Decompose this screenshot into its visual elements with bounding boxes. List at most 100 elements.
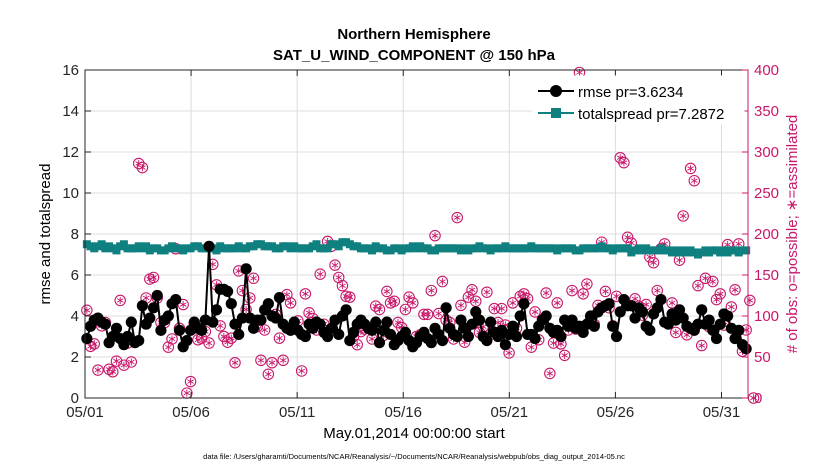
obs-count-point — [255, 354, 267, 367]
obs-count-point — [429, 229, 441, 242]
y2-axis-label: # of obs: o=possible; ∗=assimilated — [784, 115, 801, 354]
obs-count-point — [247, 272, 260, 285]
rmse-point — [514, 310, 526, 322]
obs-count-point — [421, 308, 434, 321]
rmse-point — [81, 332, 93, 345]
rmse-point — [151, 289, 163, 302]
legend-marker-totalspread — [551, 108, 561, 118]
rmse-point — [155, 324, 167, 336]
y2-tick-label: 200 — [754, 226, 779, 243]
rmse-point — [255, 314, 267, 326]
obs-count-point — [314, 268, 326, 280]
obs-count-point — [732, 238, 745, 250]
obs-count-point — [184, 375, 197, 388]
rmse-point — [507, 320, 519, 332]
totalspread-series — [82, 238, 751, 259]
rmse-point — [603, 298, 615, 310]
obs-count-point — [729, 284, 741, 296]
y2-tick-label: 300 — [754, 144, 779, 161]
totalspread-point — [97, 240, 106, 249]
obs-count-point — [558, 349, 571, 362]
rmse-point — [540, 310, 552, 322]
rmse-point — [229, 318, 241, 330]
rmse-point — [722, 310, 734, 322]
y-tick-label: 14 — [62, 103, 79, 120]
obs-count-point — [229, 356, 241, 369]
obs-count-point — [673, 254, 686, 266]
obs-count-point — [540, 287, 552, 299]
rmse-point — [233, 328, 245, 341]
rmse-point — [529, 332, 541, 345]
obs-count-point — [451, 211, 463, 224]
y2-tick-label: 250 — [754, 185, 779, 202]
legend-entry-totalspread: totalspread pr=7.2872 — [538, 106, 724, 123]
obs-count-point — [677, 210, 689, 222]
rmse-point — [110, 322, 123, 334]
x-tick-label: 05/01 — [66, 404, 104, 421]
rmse-point — [440, 302, 452, 314]
rmse-point — [133, 335, 145, 347]
obs-count-point — [747, 392, 760, 404]
x-tick-label: 05/11 — [279, 404, 315, 421]
rmse-point — [203, 240, 215, 252]
y-tick-label: 0 — [71, 390, 79, 407]
legend-entry-rmse: rmse pr=3.6234 — [538, 84, 683, 101]
rmse-point — [225, 298, 237, 310]
rmse-point — [436, 335, 449, 347]
rmse-point — [696, 304, 708, 316]
obs-count-point — [273, 332, 286, 344]
obs-count-point — [647, 256, 660, 269]
x-tick-label: 05/26 — [597, 404, 635, 421]
rmse-point — [222, 285, 234, 297]
obs-count-point — [262, 368, 275, 380]
rmse-point — [121, 330, 134, 343]
rmse-point — [629, 312, 641, 324]
obs-count-point — [373, 303, 386, 316]
obs-count-point — [684, 162, 697, 175]
obs-count-point — [581, 278, 593, 290]
x-tick-label: 05/21 — [491, 404, 529, 421]
legend-marker-rmse — [550, 85, 562, 97]
obs-count-point — [107, 366, 119, 378]
obs-count-point — [425, 284, 438, 297]
totalspread-point — [119, 240, 128, 249]
x-axis-ticks: 05/01 05/06 05/11 05/16 05/21 05/26 05/31 — [66, 70, 740, 421]
data-file-footnote: data file: /Users/gharamti/Documents/NCA… — [203, 452, 625, 461]
y-tick-label: 2 — [71, 349, 79, 366]
obs-count-point — [92, 364, 104, 376]
obs-count-point — [284, 297, 297, 309]
y-tick-label: 8 — [71, 226, 79, 243]
totalspread-point — [142, 242, 151, 251]
y2-axis-ticks: 0 50 100 150 200 250 300 350 400 — [742, 62, 779, 407]
obs-count-point — [507, 297, 519, 309]
rmse-point — [710, 332, 723, 345]
totalspread-point — [212, 246, 221, 255]
rmse-point — [510, 330, 523, 343]
obs-count-point — [725, 301, 738, 313]
chart-title: Northern Hemisphere — [337, 26, 490, 43]
rmse-point — [207, 316, 219, 328]
rmse-point — [703, 314, 715, 326]
rmse-point — [273, 291, 286, 304]
obs-count-point — [466, 284, 478, 296]
legend: rmse pr=3.6234 totalspread pr=7.2872 — [531, 75, 745, 125]
rmse-point — [170, 294, 182, 306]
obs-count-point — [266, 356, 278, 369]
obs-count-point — [140, 292, 152, 304]
obs-count-point — [381, 285, 393, 298]
rmse-point — [655, 294, 667, 306]
obs-count-point — [495, 302, 508, 315]
rmse-point — [210, 304, 223, 316]
plot-area: 0 2 4 6 8 10 12 14 16 0 50 100 150 200 250 300 350 400 05/… — [62, 62, 779, 421]
obs-count-point — [666, 297, 678, 309]
rmse-point — [340, 304, 352, 316]
obs-count-point — [166, 333, 178, 345]
obs-count-point — [670, 326, 682, 339]
y-tick-label: 12 — [62, 144, 79, 161]
obs-count-point — [707, 275, 719, 288]
y-tick-label: 10 — [62, 185, 79, 202]
x-tick-label: 05/31 — [703, 404, 741, 421]
x-axis-label: May.01,2014 00:00:00 start — [323, 425, 505, 442]
obs-count-point — [529, 306, 541, 318]
obs-count-point — [299, 288, 312, 300]
